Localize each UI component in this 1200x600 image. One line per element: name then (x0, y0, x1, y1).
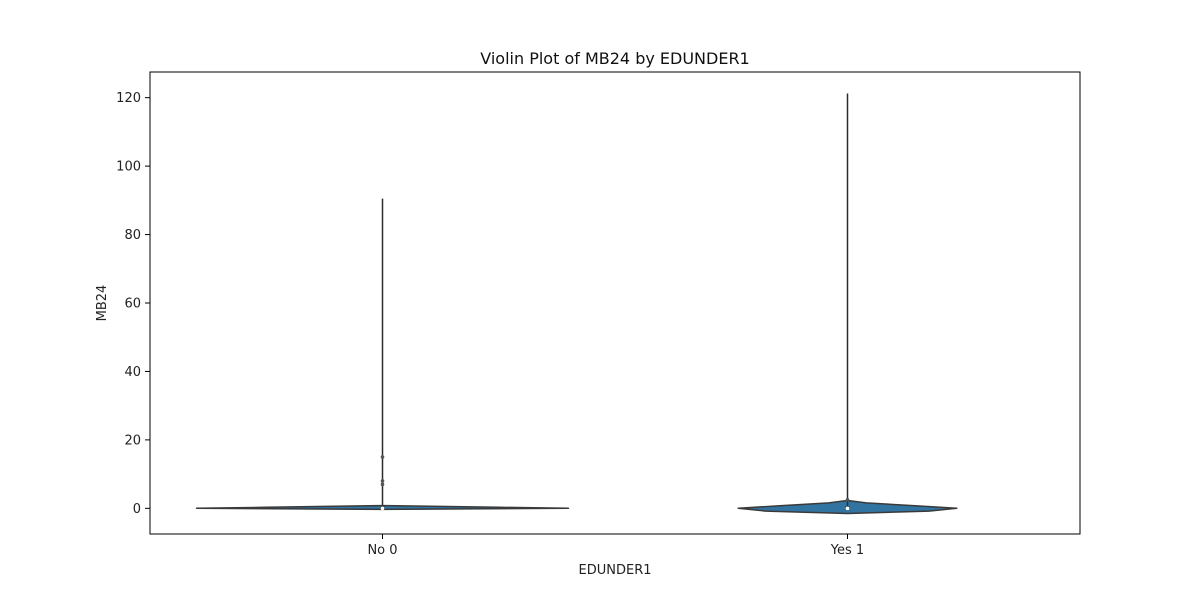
x-tick-label: Yes 1 (830, 543, 864, 558)
plot-frame (149, 71, 1081, 535)
y-axis: 0 20 40 60 80 100 120 (116, 91, 150, 517)
y-tick-label: 100 (116, 160, 141, 175)
x-axis: No 0 Yes 1 (367, 534, 864, 558)
violin-point-mark (380, 455, 385, 459)
plot-area (195, 93, 958, 515)
violin-median-marker (845, 506, 850, 511)
y-tick-label: 40 (124, 365, 141, 380)
y-tick-label: 120 (116, 91, 141, 106)
violin-median-marker (380, 506, 385, 511)
violin-point-mark (380, 482, 385, 487)
y-tick-label: 20 (124, 433, 141, 448)
y-tick-label: 0 (133, 502, 141, 517)
x-axis-label: EDUNDER1 (579, 563, 652, 578)
y-axis-label: MB24 (95, 285, 110, 322)
y-tick-label: 80 (124, 228, 141, 243)
violin-point-mark (845, 497, 850, 502)
chart-title: Violin Plot of MB24 by EDUNDER1 (480, 49, 749, 68)
violin-point-mark (380, 479, 385, 483)
y-tick-label: 60 (124, 297, 141, 312)
x-tick-label: No 0 (367, 543, 397, 558)
